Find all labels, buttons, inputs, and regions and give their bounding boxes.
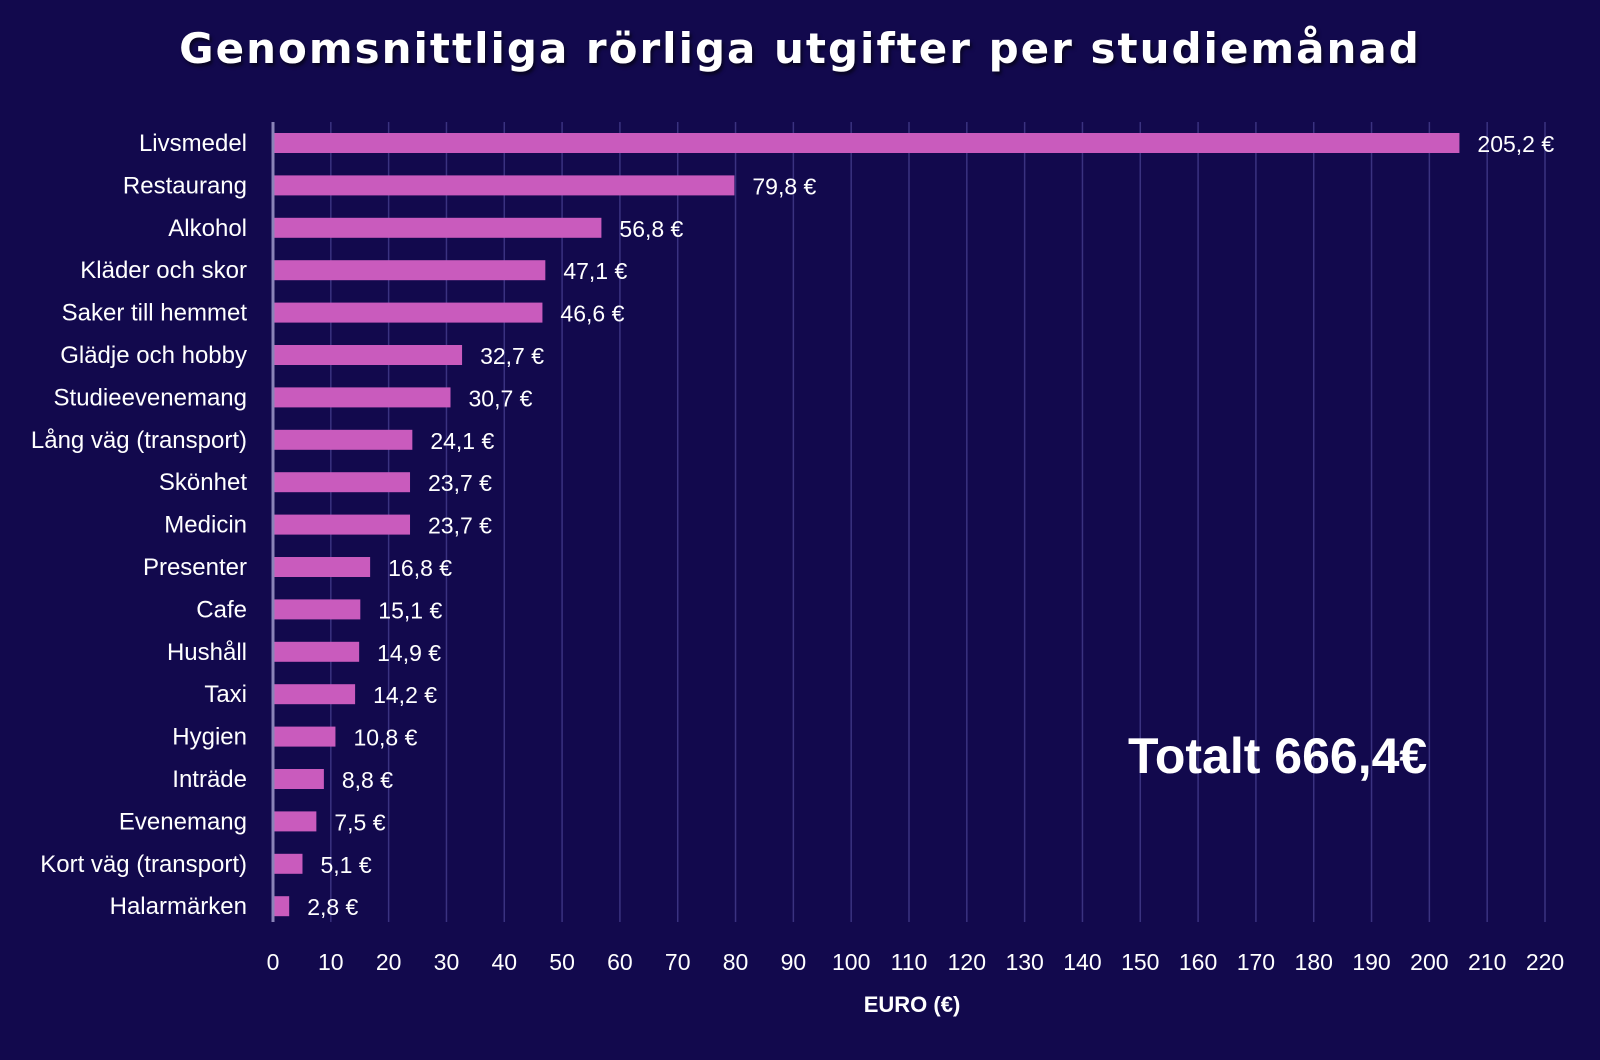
value-label: 24,1 € xyxy=(430,428,494,454)
category-label: Studieevenemang xyxy=(54,384,247,411)
category-label: Cafe xyxy=(196,596,247,623)
x-tick-label: 140 xyxy=(1063,949,1101,975)
value-label: 7,5 € xyxy=(334,809,385,835)
x-tick-label: 150 xyxy=(1121,949,1159,975)
value-label: 47,1 € xyxy=(563,258,627,284)
x-tick-label: 110 xyxy=(891,949,928,975)
value-label: 10,8 € xyxy=(353,725,417,751)
x-tick-label: 30 xyxy=(434,949,460,975)
category-label: Saker till hemmet xyxy=(62,300,248,327)
value-label: 23,7 € xyxy=(428,470,492,496)
value-label: 46,6 € xyxy=(560,301,624,327)
category-label: Hygien xyxy=(172,724,247,751)
category-label: Restaurang xyxy=(123,172,247,199)
x-tick-label: 80 xyxy=(723,949,749,975)
value-label: 23,7 € xyxy=(428,513,492,539)
category-label: Kort väg (transport) xyxy=(40,851,247,878)
x-tick-label: 50 xyxy=(549,949,575,975)
bar xyxy=(274,769,324,789)
x-tick-label: 0 xyxy=(267,949,280,975)
bar xyxy=(274,429,413,450)
bar xyxy=(274,260,546,281)
category-label: Evenemang xyxy=(119,808,247,835)
value-label: 32,7 € xyxy=(480,343,544,369)
bar xyxy=(274,853,303,874)
value-label: 16,8 € xyxy=(388,555,452,581)
value-label: 5,1 € xyxy=(320,852,371,878)
x-tick-label: 190 xyxy=(1352,949,1390,975)
bar xyxy=(274,472,411,493)
category-label: Medicin xyxy=(164,512,247,539)
value-label: 30,7 € xyxy=(469,385,533,411)
bars xyxy=(274,133,1460,917)
x-tick-label: 70 xyxy=(665,949,691,975)
x-tick-label: 220 xyxy=(1526,949,1564,975)
chart-title: Genomsnittliga rörliga utgifter per stud… xyxy=(179,24,1421,73)
x-tick-label: 130 xyxy=(1005,949,1043,975)
category-label: Halarmärken xyxy=(110,893,247,920)
category-label: Skönhet xyxy=(159,469,247,496)
value-label: 205,2 € xyxy=(1477,131,1554,157)
x-tick-label: 160 xyxy=(1179,949,1217,975)
value-label: 14,9 € xyxy=(377,640,441,666)
bar xyxy=(274,345,463,365)
x-tick-label: 170 xyxy=(1237,949,1275,975)
bar xyxy=(274,896,290,917)
category-label: Alkohol xyxy=(168,215,247,242)
x-tick-label: 60 xyxy=(607,949,633,975)
x-tick-labels: 0 10 20 30 40 50 60 70 80 90 100 110 120 130 140 150 160… xyxy=(267,949,1565,975)
category-labels: Livsmedel Restaurang Alkohol Kläder och sko… xyxy=(31,130,247,920)
category-label: Inträde xyxy=(172,766,247,793)
bar xyxy=(274,684,356,705)
x-tick-label: 120 xyxy=(948,949,986,975)
category-label: Livsmedel xyxy=(139,130,247,157)
bar xyxy=(274,641,360,662)
x-tick-label: 180 xyxy=(1295,949,1333,975)
x-tick-label: 20 xyxy=(376,949,402,975)
value-labels: 205,2 € 79,8 € 56,8 € 47,1 € 46,6 € 32,7 € 30,… xyxy=(307,131,1554,920)
x-tick-label: 210 xyxy=(1468,949,1506,975)
category-label: Hushåll xyxy=(167,639,247,666)
gridlines xyxy=(330,122,1546,922)
bar xyxy=(274,599,361,620)
category-label: Glädje och hobby xyxy=(60,342,247,369)
bar xyxy=(274,514,411,535)
x-tick-label: 200 xyxy=(1410,949,1448,975)
category-label: Taxi xyxy=(204,681,247,708)
value-label: 8,8 € xyxy=(342,767,393,793)
x-tick-label: 90 xyxy=(781,949,807,975)
value-label: 79,8 € xyxy=(752,173,816,199)
bar xyxy=(274,302,543,323)
value-label: 15,1 € xyxy=(378,597,442,623)
category-label: Lång väg (transport) xyxy=(31,427,247,454)
bar xyxy=(274,387,451,408)
bar xyxy=(274,217,602,238)
x-tick-label: 40 xyxy=(491,949,517,975)
x-tick-label: 10 xyxy=(318,949,344,975)
bar xyxy=(274,557,371,577)
value-label: 56,8 € xyxy=(619,216,683,242)
x-axis-title: EURO (€) xyxy=(864,992,961,1017)
value-label: 14,2 € xyxy=(373,682,437,708)
bar xyxy=(274,133,1460,153)
x-tick-label: 100 xyxy=(832,949,870,975)
bar xyxy=(274,811,317,832)
value-label: 2,8 € xyxy=(307,894,358,920)
bar xyxy=(274,726,336,747)
category-label: Presenter xyxy=(143,554,247,581)
total-annotation: Totalt 666,4€ xyxy=(1128,728,1428,784)
category-label: Kläder och skor xyxy=(80,257,247,284)
bar xyxy=(274,175,735,196)
